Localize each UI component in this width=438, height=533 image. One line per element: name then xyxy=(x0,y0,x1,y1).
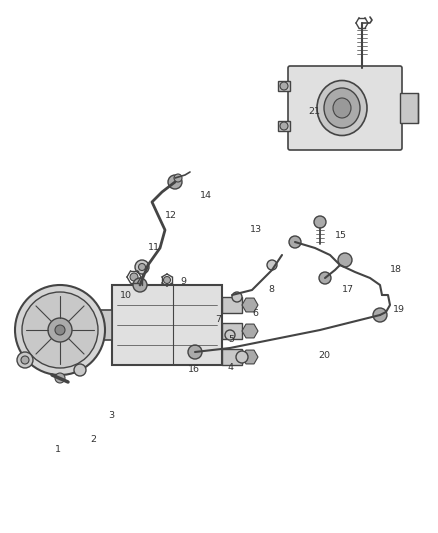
Bar xyxy=(278,121,290,131)
Circle shape xyxy=(280,122,288,130)
Text: 6: 6 xyxy=(252,309,258,318)
Polygon shape xyxy=(242,350,258,364)
Text: 14: 14 xyxy=(200,190,212,199)
Circle shape xyxy=(338,253,352,267)
Circle shape xyxy=(21,356,29,364)
Text: 17: 17 xyxy=(342,286,354,295)
Bar xyxy=(87,310,112,340)
Text: 5: 5 xyxy=(228,335,234,344)
Text: 11: 11 xyxy=(148,244,160,253)
Text: 9: 9 xyxy=(180,278,186,287)
Bar xyxy=(222,297,242,313)
Circle shape xyxy=(319,272,331,284)
Text: 10: 10 xyxy=(120,290,132,300)
Text: 19: 19 xyxy=(393,305,405,314)
Text: 21: 21 xyxy=(308,108,320,117)
Circle shape xyxy=(17,352,33,368)
Text: 1: 1 xyxy=(55,446,61,455)
Circle shape xyxy=(289,236,301,248)
Circle shape xyxy=(130,273,138,281)
Circle shape xyxy=(314,216,326,228)
Circle shape xyxy=(168,175,182,189)
Circle shape xyxy=(236,351,248,363)
Text: 16: 16 xyxy=(188,366,200,375)
Circle shape xyxy=(188,345,202,359)
Circle shape xyxy=(174,174,182,182)
Circle shape xyxy=(74,364,86,376)
Bar xyxy=(222,349,242,365)
Bar xyxy=(400,93,418,123)
Text: 15: 15 xyxy=(335,230,347,239)
Ellipse shape xyxy=(333,98,351,118)
Polygon shape xyxy=(242,324,258,338)
Circle shape xyxy=(138,263,145,271)
Bar xyxy=(278,81,290,91)
Circle shape xyxy=(232,292,242,302)
Circle shape xyxy=(55,373,65,383)
Circle shape xyxy=(48,318,72,342)
Circle shape xyxy=(267,260,277,270)
Text: 8: 8 xyxy=(268,286,274,295)
Circle shape xyxy=(163,277,170,284)
Circle shape xyxy=(225,330,235,340)
Text: 20: 20 xyxy=(318,351,330,359)
Circle shape xyxy=(22,292,98,368)
Ellipse shape xyxy=(317,80,367,135)
FancyBboxPatch shape xyxy=(288,66,402,150)
Circle shape xyxy=(373,308,387,322)
Text: 12: 12 xyxy=(165,211,177,220)
Circle shape xyxy=(135,260,149,274)
Circle shape xyxy=(15,285,105,375)
Text: 18: 18 xyxy=(390,265,402,274)
Bar xyxy=(222,323,242,339)
Text: 3: 3 xyxy=(108,410,114,419)
Circle shape xyxy=(133,278,147,292)
Text: 2: 2 xyxy=(90,435,96,445)
Circle shape xyxy=(55,325,65,335)
Text: 7: 7 xyxy=(215,316,221,325)
Polygon shape xyxy=(242,298,258,312)
Text: 4: 4 xyxy=(228,364,234,373)
Ellipse shape xyxy=(324,88,360,128)
FancyBboxPatch shape xyxy=(112,285,222,365)
Text: 13: 13 xyxy=(250,225,262,235)
Circle shape xyxy=(280,82,288,90)
